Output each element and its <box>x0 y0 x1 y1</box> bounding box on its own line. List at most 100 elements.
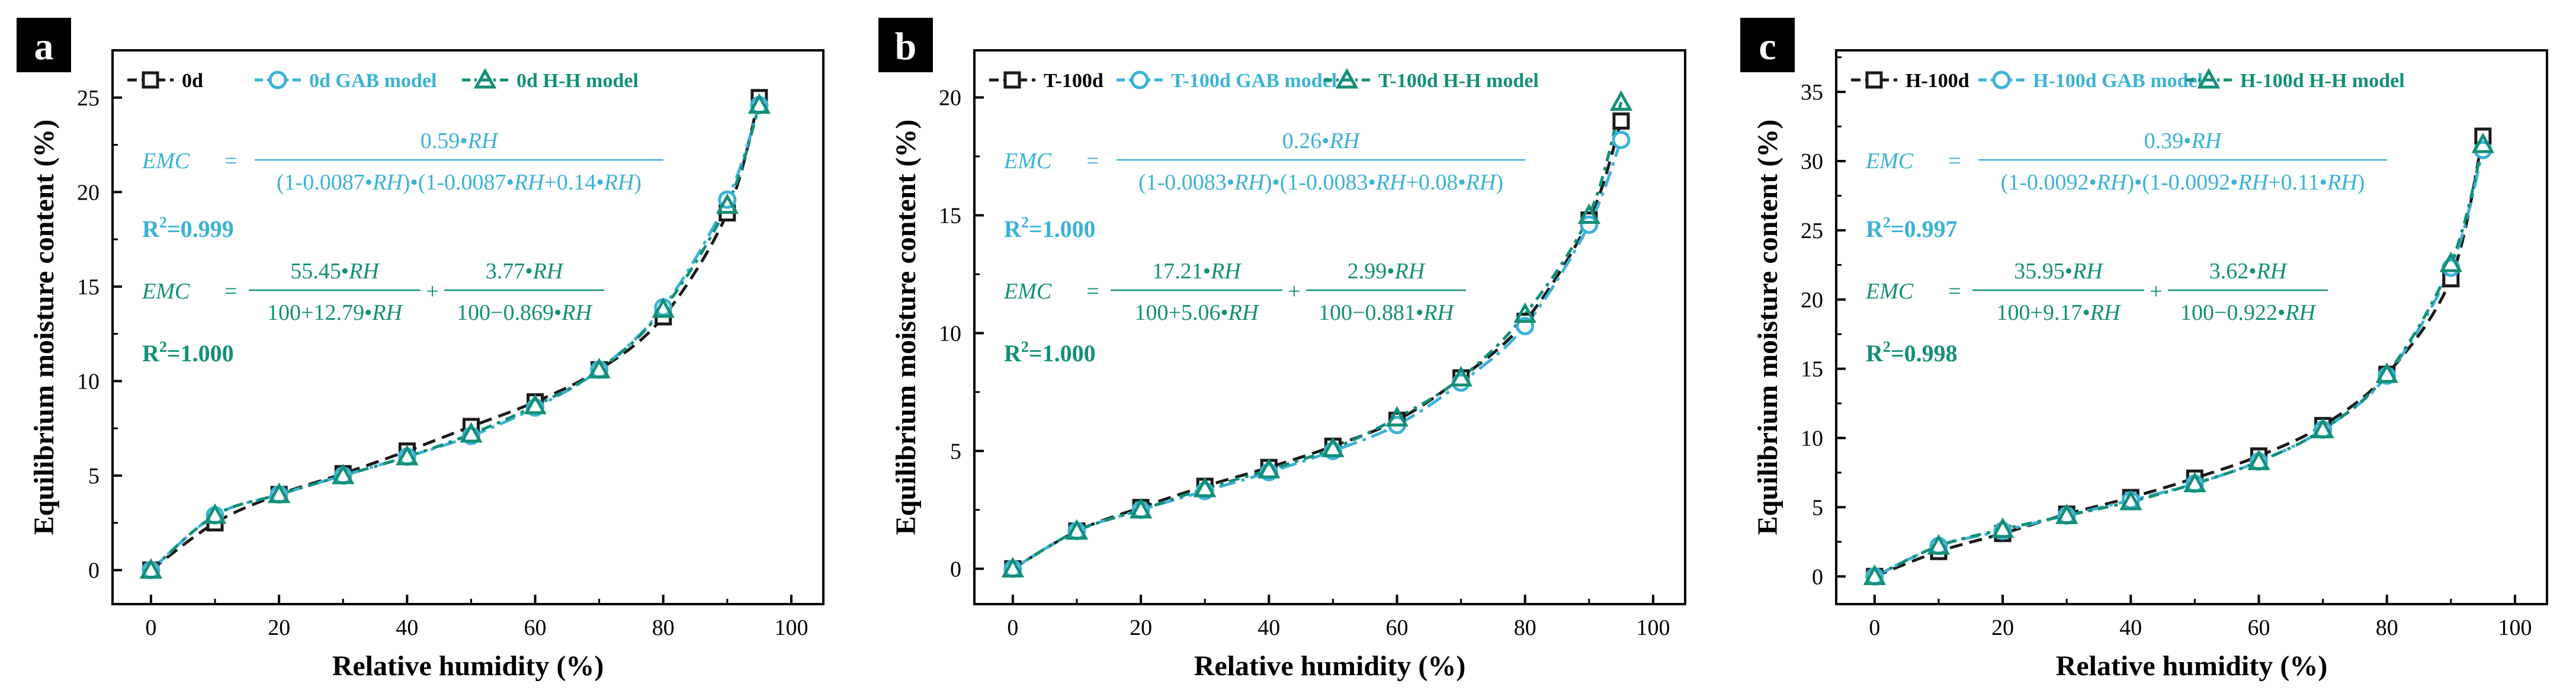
legend-label: 0d <box>182 70 203 92</box>
y-axis-title: Equilibrium moisture content (%) <box>28 120 60 535</box>
data-point-hh <box>1193 476 1217 498</box>
data-point-hh <box>2439 251 2463 272</box>
x-axis-title: Relative humidity (%) <box>1194 650 1466 682</box>
eq-numerator: 0.26•RH <box>1282 129 1361 153</box>
data-point-hh <box>716 193 739 214</box>
x-axis-title: Relative humidity (%) <box>332 650 604 682</box>
data-point-gab <box>1580 215 1599 234</box>
gab-equation: EMC = 0.26•RH (1-0.0083•RH)•(1-0.0083•RH+0.… <box>1003 129 1525 242</box>
square-marker-icon <box>1865 71 1883 89</box>
y-tick-label: 30 <box>1801 149 1823 174</box>
x-tick-label: 20 <box>1130 615 1152 640</box>
data-point-hh <box>2471 132 2495 153</box>
data-point-hh <box>1513 302 1536 323</box>
y-axis-title: Equilibrium moisture content (%) <box>890 120 922 535</box>
eq-numerator: 0.39•RH <box>2144 129 2223 153</box>
eq-lhs: EMC <box>1865 149 1914 174</box>
y-tick-label: 15 <box>1801 357 1823 382</box>
r-squared-gab: R2=0.999 <box>142 214 234 242</box>
eq-denominator: (1-0.0092•RH)•(1-0.0092•RH+0.11•RH) <box>2001 170 2365 195</box>
circle-marker-icon <box>1992 70 2011 89</box>
y-tick-label: 5 <box>950 439 961 464</box>
triangle-marker-icon <box>2197 68 2221 89</box>
data-point-hh <box>1257 458 1281 479</box>
eq-denominator: 100−0.922•RH <box>2180 300 2317 325</box>
x-tick-label: 0 <box>1007 615 1018 640</box>
y-tick-label: 25 <box>77 86 100 111</box>
x-tick-label: 0 <box>1869 615 1880 640</box>
data-point-hh <box>2183 471 2206 493</box>
panel-label-badge <box>1740 18 1795 72</box>
legend-label: 0d GAB model <box>309 70 437 92</box>
r-squared-gab: R2=1.000 <box>1004 214 1096 242</box>
data-point-hh <box>139 558 163 579</box>
x-tick-label: 0 <box>145 615 156 640</box>
circle-marker-icon <box>268 70 287 89</box>
y-tick-label: 15 <box>939 204 961 229</box>
data-point-hh <box>1609 90 1633 111</box>
x-tick-label: 20 <box>1991 615 2014 640</box>
data-point-hh <box>748 93 771 114</box>
x-tick-label: 60 <box>1386 615 1409 640</box>
series-line-gab <box>1012 139 1623 570</box>
hh-equation: EMC = 35.95•RH 100+9.17•RH +3.62•RH 100−0.922… <box>1865 259 2328 367</box>
data-point-hh <box>396 444 419 466</box>
data-point-hh <box>331 463 355 484</box>
square-marker-icon <box>1003 71 1021 89</box>
x-tick-label: 100 <box>774 615 808 640</box>
x-tick-label: 80 <box>2376 615 2398 640</box>
data-point-hh <box>1321 437 1345 457</box>
data-point-hh <box>1449 365 1473 387</box>
plot-frame <box>1835 49 2548 605</box>
eq-numerator: 55.45•RH <box>290 259 380 284</box>
legend-item-measured: 0d <box>127 70 203 92</box>
eq-lhs: EMC <box>142 279 190 304</box>
series-line-hh <box>1012 101 1623 570</box>
eq-lhs: EMC <box>142 149 190 174</box>
plot-frame <box>973 49 1686 605</box>
panel-label: a <box>34 25 54 68</box>
eq-denominator: 100+12.79•RH <box>267 300 403 325</box>
series-line-gab <box>1874 149 2485 578</box>
legend-label: T-100d GAB model <box>1171 70 1337 92</box>
y-tick-label: 10 <box>1801 426 1823 451</box>
data-point-hh <box>1927 534 1951 555</box>
x-tick-label: 100 <box>1636 615 1670 640</box>
series-line-measured <box>150 97 761 572</box>
x-tick-label: 80 <box>652 615 675 640</box>
legend-item-hh: H-100d H-H model <box>2186 68 2405 92</box>
x-tick-label: 20 <box>268 615 290 640</box>
legend-label: 0d H-H model <box>517 70 639 92</box>
y-tick-label: 15 <box>77 275 100 300</box>
y-tick-label: 0 <box>1812 564 1823 589</box>
y-tick-label: 35 <box>1801 80 1823 105</box>
legend-item-gab: T-100d GAB model <box>1117 70 1337 92</box>
data-point-hh <box>588 358 611 378</box>
y-tick-label: 10 <box>939 321 961 346</box>
eq-numerator: 3.77•RH <box>486 259 564 284</box>
x-tick-label: 60 <box>524 615 547 640</box>
y-tick-label: 10 <box>77 369 100 394</box>
data-point-hh <box>652 297 675 318</box>
eq-denominator: 100−0.869•RH <box>457 300 593 325</box>
data-point-hh <box>460 422 483 443</box>
data-point-hh <box>267 482 291 503</box>
chart-panel-a: a 0 20 40 60 80 100 0 5 10 15 20 25 Relative humidity… <box>17 18 825 682</box>
data-point-hh <box>2119 489 2142 511</box>
eq-lhs: EMC <box>1003 149 1052 174</box>
data-point-hh <box>1065 519 1089 540</box>
eq-denominator: (1-0.0087•RH)•(1-0.0087•RH+0.14•RH) <box>277 170 641 195</box>
eq-equals: = <box>1948 149 1961 174</box>
r-squared-gab: R2=0.997 <box>1866 214 1958 242</box>
eq-equals: = <box>1086 149 1099 174</box>
data-point-hh <box>1001 557 1025 577</box>
data-point-hh <box>2055 503 2078 524</box>
eq-numerator: 35.95•RH <box>2014 259 2104 284</box>
panel-label: b <box>895 25 917 68</box>
panel-label-badge <box>878 18 933 72</box>
legend-label: H-100d H-H model <box>2240 70 2405 92</box>
legend-label: T-100d <box>1044 70 1103 92</box>
hh-equation: EMC = 55.45•RH 100+12.79•RH +3.77•RH 100−0.86… <box>142 259 604 367</box>
eq-equals: = <box>1086 279 1099 304</box>
